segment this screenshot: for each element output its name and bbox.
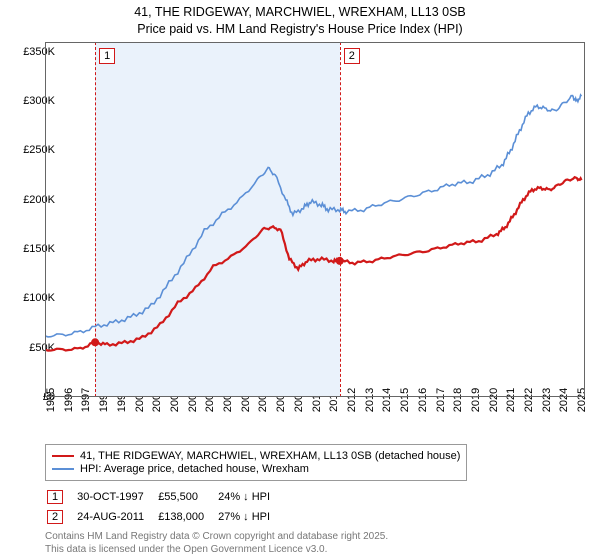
footer-line-1: Contains HM Land Registry data © Crown c… <box>45 531 388 544</box>
legend: 41, THE RIDGEWAY, MARCHWIEL, WREXHAM, LL… <box>45 444 467 481</box>
chart-container: 41, THE RIDGEWAY, MARCHWIEL, WREXHAM, LL… <box>0 0 600 560</box>
legend-swatch-price <box>52 455 74 457</box>
plot-area: 12 <box>45 42 585 397</box>
table-row: 1 30-OCT-1997 £55,500 24% ↓ HPI <box>47 488 282 506</box>
transaction-marker-1: 1 <box>47 490 63 504</box>
transaction-marker-2: 2 <box>47 510 63 524</box>
y-axis-line <box>45 42 46 397</box>
title-line-2: Price paid vs. HM Land Registry's House … <box>0 21 600 38</box>
transaction-delta-1: 24% ↓ HPI <box>218 488 282 506</box>
legend-label-price: 41, THE RIDGEWAY, MARCHWIEL, WREXHAM, LL… <box>80 450 460 462</box>
x-axis-line <box>45 396 585 397</box>
table-row: 2 24-AUG-2011 £138,000 27% ↓ HPI <box>47 508 282 526</box>
footer-attribution: Contains HM Land Registry data © Crown c… <box>45 531 388 556</box>
transactions-table: 1 30-OCT-1997 £55,500 24% ↓ HPI 2 24-AUG… <box>45 486 284 528</box>
chart-title-block: 41, THE RIDGEWAY, MARCHWIEL, WREXHAM, LL… <box>0 0 600 38</box>
legend-label-hpi: HPI: Average price, detached house, Wrex… <box>80 463 309 475</box>
transaction-delta-2: 27% ↓ HPI <box>218 508 282 526</box>
title-line-1: 41, THE RIDGEWAY, MARCHWIEL, WREXHAM, LL… <box>0 4 600 21</box>
transaction-price-2: £138,000 <box>158 508 216 526</box>
footer-line-2: This data is licensed under the Open Gov… <box>45 544 388 557</box>
legend-row-hpi: HPI: Average price, detached house, Wrex… <box>52 463 460 475</box>
legend-row-price: 41, THE RIDGEWAY, MARCHWIEL, WREXHAM, LL… <box>52 450 460 462</box>
plot-border <box>45 42 585 397</box>
transaction-date-2: 24-AUG-2011 <box>77 508 156 526</box>
transaction-price-1: £55,500 <box>158 488 216 506</box>
legend-swatch-hpi <box>52 468 74 470</box>
transaction-date-1: 30-OCT-1997 <box>77 488 156 506</box>
